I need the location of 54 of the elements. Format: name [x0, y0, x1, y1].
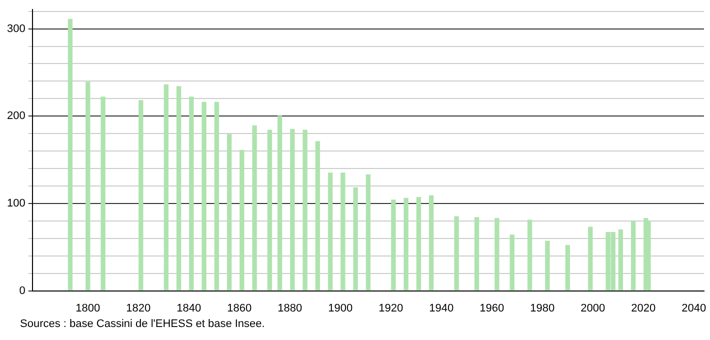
bar: [588, 226, 593, 291]
bar: [545, 240, 550, 291]
x-tick-label: 1980: [530, 302, 555, 314]
bar: [494, 218, 500, 291]
y-tick-label: 100: [6, 198, 26, 210]
bar: [100, 96, 106, 291]
bar: [214, 102, 220, 291]
bar: [267, 130, 272, 291]
y-tick-label: 200: [6, 110, 26, 122]
bar: [618, 229, 624, 291]
bar: [189, 96, 194, 291]
x-tick-label: 1880: [278, 302, 302, 314]
y-tick-label: 300: [6, 22, 26, 35]
bar: [176, 86, 182, 291]
bar: [366, 174, 371, 291]
bar: [202, 102, 206, 291]
bar: [630, 220, 636, 291]
bar: [290, 128, 295, 291]
y-tick-label: 0: [19, 284, 26, 297]
bar: [226, 134, 232, 291]
bar: [138, 100, 144, 291]
bar: [240, 150, 244, 291]
source-note: Sources : base Cassini de l'EHESS et base Insee.: [19, 318, 266, 330]
bar: [454, 216, 459, 291]
bar: [86, 82, 90, 291]
x-tick-label: 1840: [176, 302, 202, 314]
bar: [428, 195, 434, 291]
x-tick-label: 1900: [328, 302, 353, 314]
x-tick-label: 1940: [429, 302, 454, 314]
bar: [68, 18, 73, 291]
bar: [510, 234, 514, 291]
bar: [302, 130, 308, 291]
x-tick-label: 2020: [631, 302, 656, 314]
bar: [164, 84, 169, 291]
bar: [252, 125, 257, 291]
bar: [404, 198, 408, 291]
x-tick-label: 1800: [76, 302, 100, 314]
bar: [474, 217, 480, 291]
x-tick-label: 1920: [378, 302, 404, 314]
bar: [340, 172, 346, 291]
x-tick-label: 2040: [682, 302, 706, 314]
bar: [565, 245, 570, 291]
bar: [328, 172, 333, 291]
bar: [315, 141, 320, 291]
bar: [646, 220, 651, 291]
x-tick-label: 1960: [480, 302, 504, 314]
bar: [277, 116, 282, 291]
bar: [353, 187, 358, 291]
bar: [391, 200, 396, 291]
x-tick-label: 1860: [227, 302, 252, 314]
x-tick-label: 1820: [126, 302, 151, 314]
bar: [527, 220, 532, 291]
x-tick-label: 2000: [580, 302, 606, 314]
bar: [416, 197, 422, 291]
